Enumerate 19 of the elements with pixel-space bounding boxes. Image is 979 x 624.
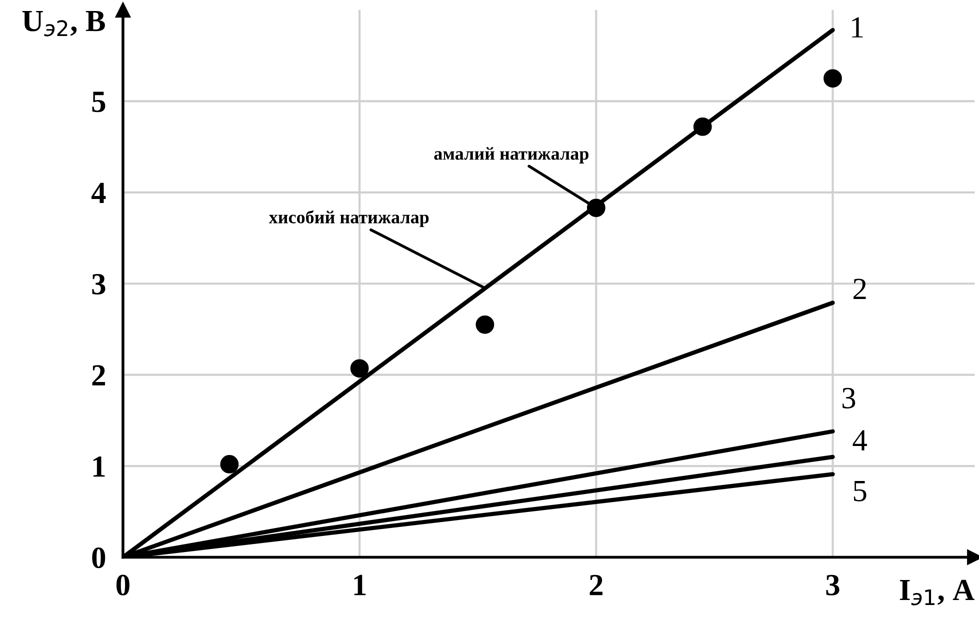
x-axis-title: I$_{э1}$, А	[900, 580, 974, 606]
x-tick-label: 3	[826, 574, 840, 596]
y-tick-label: 3	[92, 274, 106, 295]
series-label: 4	[852, 430, 867, 450]
series-label: 5	[854, 481, 866, 502]
x-tick-label: 0	[116, 574, 130, 596]
y-tick-label: 0	[92, 548, 106, 568]
y-tick-label: 4	[91, 182, 106, 203]
annotation: амалий натижалар	[434, 147, 588, 164]
x-tick-label: 1	[354, 574, 366, 596]
y-tick-label: 2	[92, 365, 105, 386]
y-tick-label: 5	[92, 92, 106, 112]
y-tick-label: 1	[93, 456, 105, 477]
series-label: 3	[842, 388, 856, 408]
series-label: 2	[854, 278, 866, 299]
annotation: хисобий натижалар	[268, 210, 429, 228]
y-axis-title: U$_{э2}$, В	[22, 11, 105, 36]
x-tick-label: 2	[590, 574, 602, 596]
series-label: 1	[852, 17, 863, 38]
